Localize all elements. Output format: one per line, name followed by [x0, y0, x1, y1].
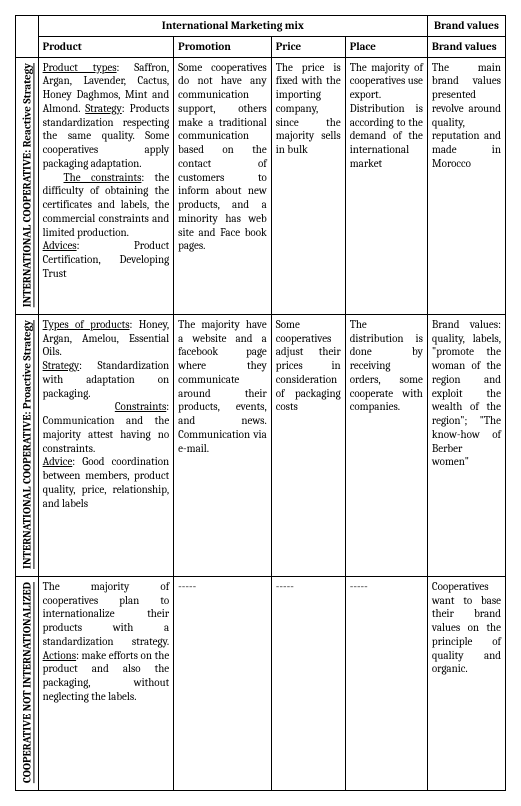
cell-price: Some cooperatives adjust their prices in…	[271, 314, 345, 576]
cell-brand: Brand values: quality, labels, "promote …	[427, 314, 505, 576]
header-place: Place	[345, 36, 427, 57]
header-brand: Brand values	[427, 16, 505, 37]
cell-price: The price is fixed with the importing co…	[271, 57, 345, 314]
table-row: COOPERATIVE NOT INTERNATIONALIZED The ma…	[16, 576, 506, 790]
cell-brand: Cooperatives want to base their brand va…	[427, 576, 505, 790]
header-mix: International Marketing mix	[38, 16, 427, 37]
marketing-mix-table: International Marketing mix Brand values…	[15, 15, 506, 791]
header-brand2: Brand values	[427, 36, 505, 57]
cell-promotion: -----	[174, 576, 272, 790]
header-product: Product	[38, 36, 174, 57]
cell-price: -----	[271, 576, 345, 790]
cell-brand: The main brand values presented revolve …	[427, 57, 505, 314]
cell-product: Types of products: Honey, Argan, Amelou,…	[38, 314, 174, 576]
cell-product: Product types: Saffron, Argan, Lavender,…	[38, 57, 174, 314]
table-row: INTERNATIONAL COOPERATIVE: Proactive Str…	[16, 314, 506, 576]
cell-place: The distribution is done by receiving or…	[345, 314, 427, 576]
row-label-reactive: INTERNATIONAL COOPERATIVE: Reactive Stra…	[16, 57, 39, 314]
corner-cell	[16, 16, 39, 58]
cell-promotion: Some cooperatives do not have any commun…	[174, 57, 272, 314]
header-price: Price	[271, 36, 345, 57]
cell-promotion: The majority have a website and a facebo…	[174, 314, 272, 576]
cell-product: The majority of cooperatives plan to int…	[38, 576, 174, 790]
row-label-notintl: COOPERATIVE NOT INTERNATIONALIZED	[16, 576, 39, 790]
header-promotion: Promotion	[174, 36, 272, 57]
row-label-proactive: INTERNATIONAL COOPERATIVE: Proactive Str…	[16, 314, 39, 576]
table-row: INTERNATIONAL COOPERATIVE: Reactive Stra…	[16, 57, 506, 314]
cell-place: The majority of cooperatives use export.…	[345, 57, 427, 314]
cell-place: -----	[345, 576, 427, 790]
